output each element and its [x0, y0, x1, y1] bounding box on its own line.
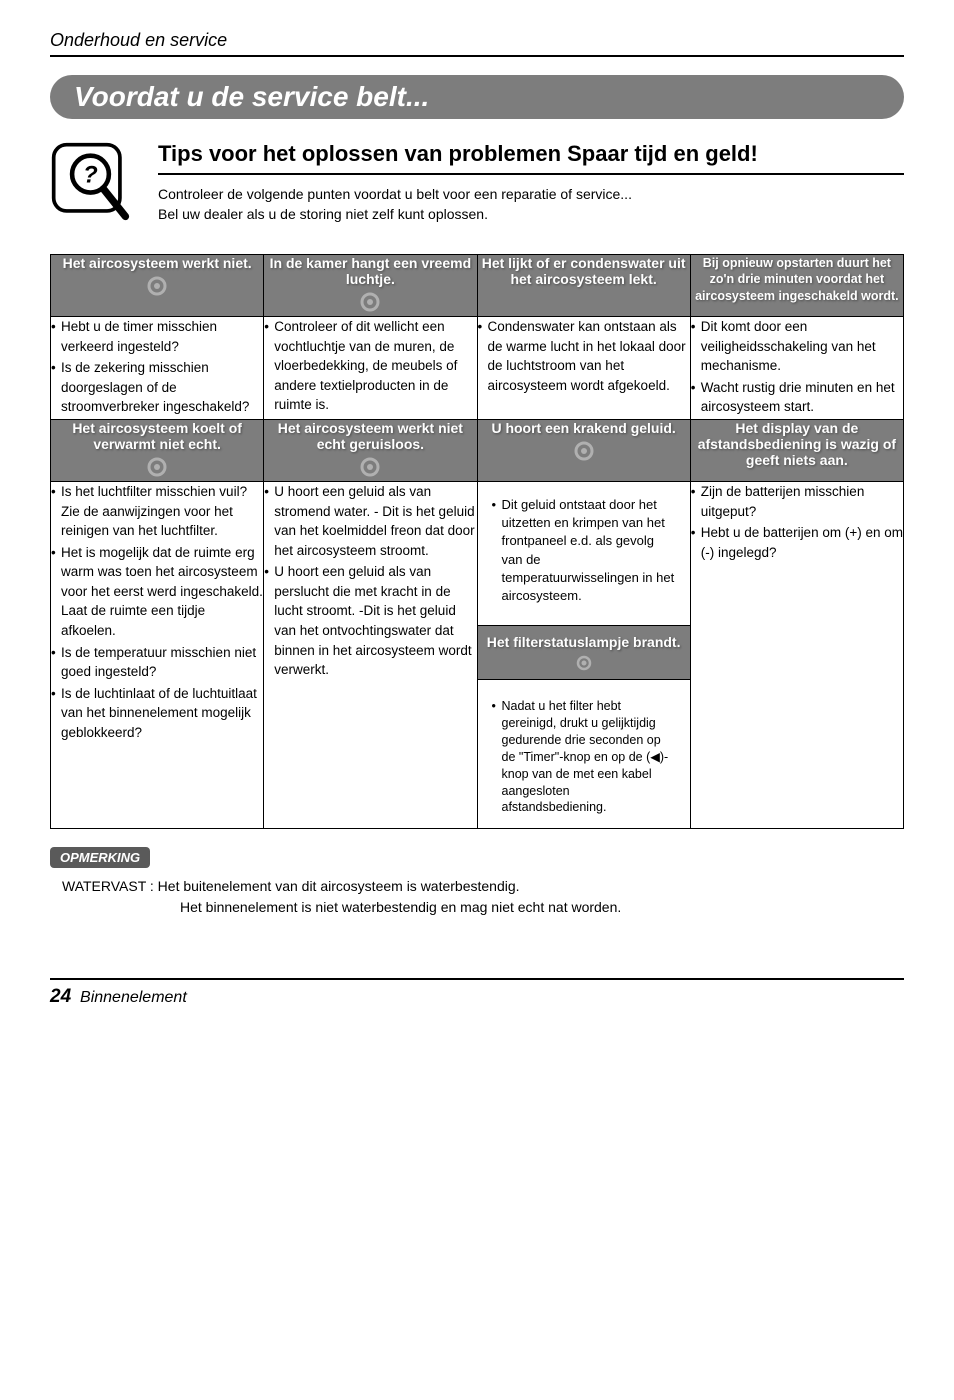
page-footer: 24 Binnenelement [50, 978, 904, 1008]
tips-description: Controleer de volgende punten voordat u … [158, 185, 904, 224]
hdr-r1c1: Het aircosysteem werkt niet. [51, 255, 264, 317]
page-header: Onderhoud en service [50, 30, 904, 57]
body-r2c1: Is het luchtfilter misschien vuil? Zie d… [51, 482, 264, 829]
hdr-r2c2: Het aircosysteem werkt niet echt geruisl… [264, 420, 477, 482]
footer-section: Binnenelement [80, 989, 187, 1006]
swirl-icon [572, 654, 596, 672]
swirl-icon [356, 291, 384, 313]
hdr-r1c4: Bij opnieuw opstarten duurt het zo'n dri… [690, 255, 903, 317]
tips-row: ? Tips voor het oplossen van problemen S… [50, 141, 904, 248]
svg-text:?: ? [83, 161, 98, 188]
body-r2c3: Dit geluid ontstaat door het uitzetten e… [477, 482, 690, 829]
hdr-r1c3: Het lijkt of er condenswater uit het air… [477, 255, 690, 317]
page-number: 24 [50, 986, 71, 1007]
body-r1c3: Condenswater kan ontstaan als de warme l… [477, 317, 690, 420]
swirl-icon [570, 440, 598, 462]
body-r1c2: Controleer of dit wellicht een vochtluch… [264, 317, 477, 420]
swirl-icon [143, 275, 171, 297]
hdr-r2c4: Het display van de afstandsbediening is … [690, 420, 903, 482]
note-label: OPMERKING [50, 847, 150, 868]
hdr-r2c3: U hoort een krakend geluid. [477, 420, 690, 482]
body-r2c2: U hoort een geluid als van stromend wate… [264, 482, 477, 829]
swirl-icon [356, 456, 384, 478]
swirl-icon [143, 456, 171, 478]
troubleshoot-table: Het aircosysteem werkt niet. In de kamer… [50, 254, 904, 829]
magnifier-icon: ? [50, 141, 142, 233]
sub-hdr-filter: Het filterstatuslampje brandt. [478, 625, 690, 680]
hdr-r2c1: Het aircosysteem koelt of verwarmt niet … [51, 420, 264, 482]
note-text: WATERVAST : Het buitenelement van dit ai… [50, 876, 904, 918]
body-r1c4: Dit komt door een veiligheidsschakeling … [690, 317, 903, 420]
body-r2c4: Zijn de batterijen misschien uitgeput?He… [690, 482, 903, 829]
hdr-r1c2: In de kamer hangt een vreemd luchtje. [264, 255, 477, 317]
tips-title: Tips voor het oplossen van problemen Spa… [158, 141, 904, 175]
body-r1c1: Hebt u de timer misschien verkeerd inges… [51, 317, 264, 420]
section-banner: Voordat u de service belt... [50, 75, 904, 119]
